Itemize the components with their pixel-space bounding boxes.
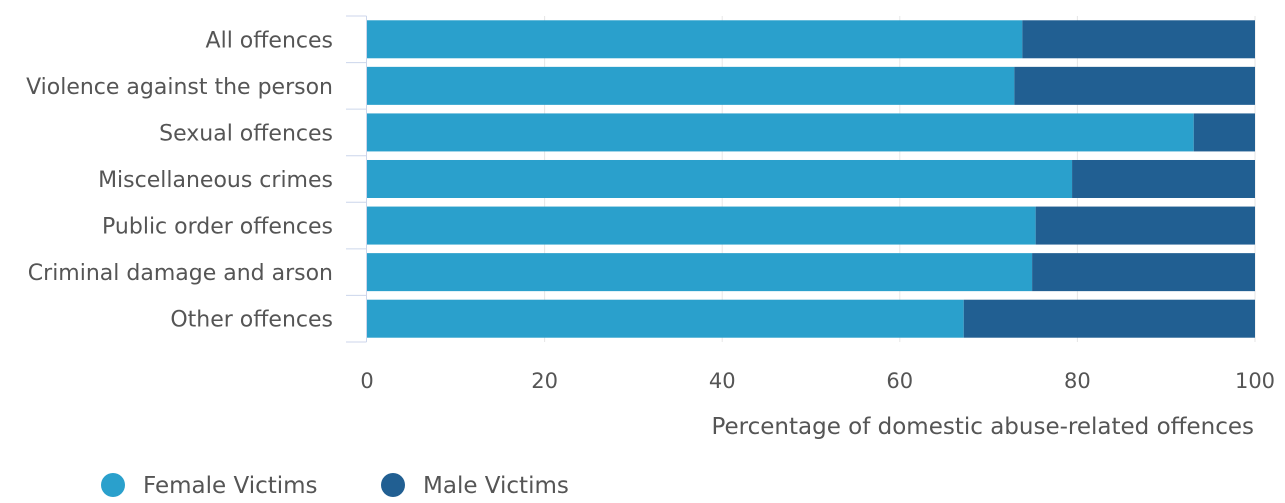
bar-female xyxy=(367,206,1036,245)
bar-male xyxy=(1022,20,1255,59)
bar-female xyxy=(367,20,1023,59)
category-label: Violence against the person xyxy=(26,75,333,100)
category-label: Sexual offences xyxy=(159,121,333,146)
category-label: Criminal damage and arson xyxy=(28,261,333,286)
x-tick-label: 40 xyxy=(709,369,736,393)
legend: Female Victims Male Victims xyxy=(101,473,569,499)
bar-female xyxy=(367,66,1015,105)
x-tick-label: 80 xyxy=(1064,369,1091,393)
legend-label: Female Victims xyxy=(143,473,318,499)
x-tick-label: 60 xyxy=(886,369,913,393)
category-label: All offences xyxy=(206,28,333,53)
x-tick-label: 0 xyxy=(360,369,373,393)
bar-female xyxy=(367,299,964,338)
bar-male xyxy=(1035,206,1255,245)
bar-male xyxy=(963,299,1255,338)
legend-label: Male Victims xyxy=(423,473,569,499)
legend-marker-female xyxy=(101,473,125,497)
bars xyxy=(367,20,1255,338)
x-axis-title: Percentage of domestic abuse-related off… xyxy=(711,414,1254,440)
x-tick-label: 100 xyxy=(1235,369,1275,393)
bar-female xyxy=(367,113,1194,152)
category-label: Other offences xyxy=(170,308,333,333)
bar-male xyxy=(1014,66,1255,105)
legend-marker-male xyxy=(381,473,405,497)
value-axis: 0 20 40 60 80 100 xyxy=(360,369,1275,393)
bar-female xyxy=(367,253,1033,292)
bar-male xyxy=(1193,113,1255,152)
category-label: Miscellaneous crimes xyxy=(98,168,333,193)
bar-male xyxy=(1072,159,1255,198)
category-axis: All offences Violence against the person S… xyxy=(26,15,367,343)
category-label: Public order offences xyxy=(102,215,333,240)
bar-female xyxy=(367,159,1073,198)
bar-male xyxy=(1032,253,1255,292)
x-tick-label: 20 xyxy=(531,369,558,393)
